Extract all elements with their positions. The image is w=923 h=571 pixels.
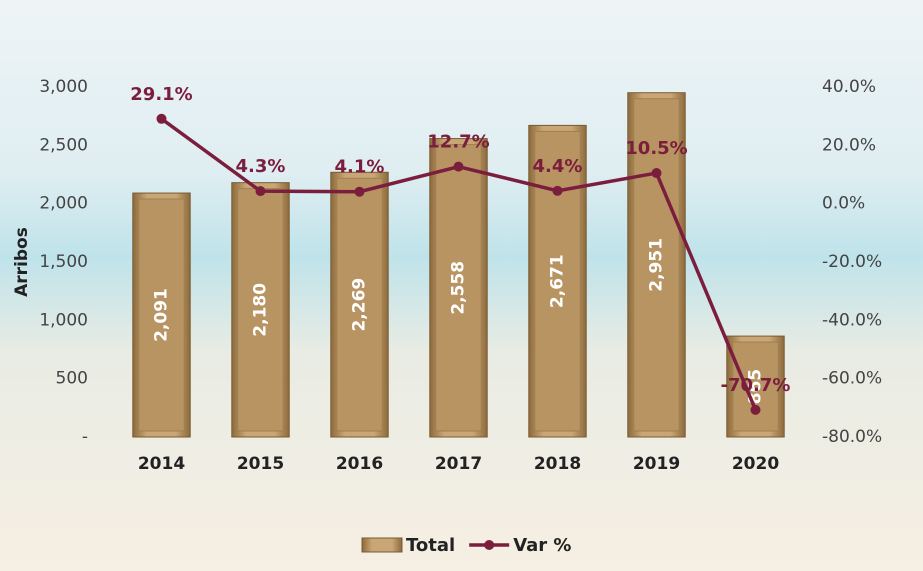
y-tick-label: 3,000	[39, 77, 88, 97]
y-tick-label: 1,500	[39, 252, 88, 272]
line-point	[651, 168, 662, 179]
value-label: 29.1%	[130, 84, 192, 105]
y2-tick-label: 0.0%	[822, 194, 865, 214]
y-tick-label: 500	[56, 369, 88, 389]
legend-label: Total	[406, 535, 455, 556]
bar-bevel	[534, 130, 581, 432]
line-point	[750, 404, 761, 415]
y2-tick-label: -40.0%	[822, 310, 882, 330]
line-point	[156, 113, 167, 124]
bar-bevel	[336, 177, 383, 432]
value-label: 12.7%	[427, 132, 489, 153]
y-tick-label: 2,000	[39, 194, 88, 214]
x-tick-label: 2019	[633, 454, 680, 474]
y2-tick-label: 40.0%	[822, 77, 876, 97]
bar-bevel	[138, 198, 185, 432]
legend-label: Var %	[513, 535, 571, 556]
legend-swatch-dot	[484, 540, 495, 550]
value-label: -70.7%	[721, 375, 791, 396]
y-tick-label: 1,000	[39, 310, 88, 330]
y-tick-label: 2,500	[39, 135, 88, 155]
value-label: 4.1%	[335, 157, 385, 178]
y2-tick-label: 20.0%	[822, 135, 876, 155]
x-tick-label: 2020	[732, 454, 779, 474]
value-label: 2,269	[350, 278, 370, 332]
y-tick-label: -	[82, 427, 88, 447]
value-label: 2,091	[152, 288, 172, 342]
bar-bevel	[435, 144, 482, 432]
value-label: 2,671	[548, 254, 568, 308]
x-tick-label: 2017	[435, 454, 482, 474]
legend: Total Var %	[361, 535, 571, 556]
legend-swatch	[361, 537, 403, 553]
value-label: 2,558	[449, 261, 469, 315]
x-tick-label: 2014	[138, 454, 185, 474]
bar-bevel	[732, 341, 779, 432]
line-point	[552, 185, 563, 196]
line-point	[354, 186, 365, 197]
value-label: 2,951	[647, 238, 667, 292]
y-axis-title: Arribos	[12, 227, 32, 297]
y2-tick-label: -60.0%	[822, 369, 882, 389]
line-point	[453, 161, 464, 172]
bar-bevel	[633, 98, 680, 432]
y2-tick-label: -80.0%	[822, 427, 882, 447]
value-label: 4.3%	[236, 156, 286, 177]
line-point	[255, 186, 266, 197]
x-tick-label: 2016	[336, 454, 383, 474]
value-label: 4.4%	[533, 156, 583, 177]
y2-tick-label: -20.0%	[822, 252, 882, 272]
value-label: 2,180	[251, 283, 271, 337]
x-tick-label: 2018	[534, 454, 581, 474]
x-tick-label: 2015	[237, 454, 284, 474]
value-label: 10.5%	[625, 138, 687, 159]
